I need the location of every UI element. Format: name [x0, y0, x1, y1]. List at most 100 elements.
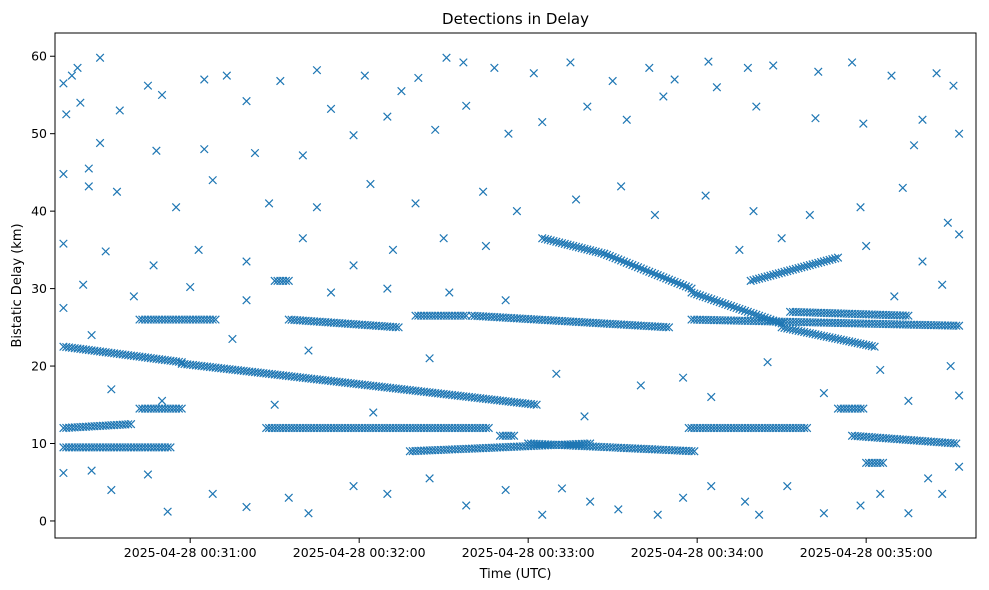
chart-title: Detections in Delay — [442, 10, 589, 28]
data-point — [923, 474, 933, 483]
track-point — [284, 276, 293, 286]
track-point — [799, 423, 809, 433]
data-point — [442, 53, 451, 63]
data-point — [538, 510, 547, 519]
track-point — [735, 304, 744, 314]
track-point — [749, 309, 758, 318]
track-point — [208, 315, 217, 324]
data-point — [501, 485, 510, 495]
data-point — [200, 144, 209, 154]
track-point — [785, 266, 795, 275]
data-point — [383, 284, 392, 293]
track-point — [797, 263, 806, 272]
track-point — [614, 255, 623, 264]
data-point — [208, 489, 217, 499]
y-tick-label: 60 — [31, 49, 47, 64]
data-point — [512, 206, 522, 216]
data-point — [949, 81, 958, 90]
data-point — [707, 392, 716, 402]
data-point — [298, 234, 308, 243]
track-point — [659, 273, 668, 282]
track-point — [163, 443, 172, 452]
data-point — [208, 175, 217, 185]
track-point — [952, 439, 961, 448]
data-point — [59, 303, 68, 313]
data-point — [909, 141, 919, 150]
data-point — [954, 462, 964, 471]
data-point — [943, 218, 953, 227]
data-point — [481, 241, 491, 251]
track-point — [774, 269, 784, 278]
track-point — [791, 264, 800, 274]
data-point — [84, 164, 94, 173]
track-point — [712, 296, 722, 306]
plot-frame — [54, 32, 977, 539]
track-point — [757, 273, 767, 283]
track-point — [814, 258, 823, 268]
y-tick-label: 40 — [31, 204, 47, 219]
track-point — [777, 268, 786, 277]
track-point — [602, 250, 612, 260]
data-point — [242, 295, 251, 305]
data-point — [388, 245, 398, 255]
track-point — [661, 322, 671, 332]
data-point — [298, 151, 308, 160]
data-point — [861, 241, 871, 251]
x-axis-title: Time (UTC) — [479, 567, 552, 582]
data-point — [904, 508, 913, 518]
data-point — [645, 63, 654, 73]
data-point — [650, 210, 660, 220]
data-point — [704, 57, 713, 66]
track-point — [174, 404, 184, 413]
track-point — [664, 275, 674, 284]
data-point — [538, 117, 547, 127]
data-point — [856, 501, 865, 510]
track-point — [718, 298, 727, 308]
data-point — [87, 330, 96, 340]
track-point — [639, 265, 648, 274]
data-point — [937, 280, 947, 289]
data-point — [67, 71, 77, 80]
data-point — [152, 146, 161, 155]
data-point — [107, 385, 116, 394]
track-point — [867, 341, 877, 351]
y-tick-label: 50 — [31, 126, 47, 141]
data-point — [636, 381, 646, 390]
data-point — [608, 76, 617, 86]
track-point — [678, 281, 688, 290]
data-point — [62, 110, 71, 119]
data-point — [383, 489, 392, 499]
track-point — [599, 249, 609, 258]
track-point — [715, 297, 724, 307]
track-point — [949, 439, 958, 448]
track-point — [664, 323, 674, 332]
data-point — [312, 203, 322, 212]
track-point — [833, 253, 843, 262]
data-point — [163, 507, 172, 516]
track-point — [805, 260, 815, 270]
track-point — [738, 305, 747, 315]
track-point — [760, 272, 769, 282]
track-point — [597, 248, 606, 258]
track-point — [819, 257, 829, 266]
data-point — [777, 234, 786, 243]
data-point — [937, 489, 947, 499]
y-tick-label: 0 — [39, 513, 47, 528]
data-point — [811, 113, 820, 123]
data-point — [461, 101, 471, 111]
data-point — [242, 502, 251, 512]
data-point — [149, 261, 158, 270]
track-point — [695, 291, 705, 300]
data-point — [425, 474, 434, 483]
data-point — [425, 354, 434, 363]
track-point — [783, 266, 792, 276]
data-point — [580, 412, 589, 421]
track-point — [808, 260, 817, 269]
data-point — [411, 199, 420, 208]
data-point — [200, 75, 209, 84]
data-points — [59, 53, 964, 519]
track-point — [856, 404, 865, 413]
track-point — [616, 256, 626, 265]
track-point — [878, 458, 888, 468]
track-point — [707, 295, 716, 304]
